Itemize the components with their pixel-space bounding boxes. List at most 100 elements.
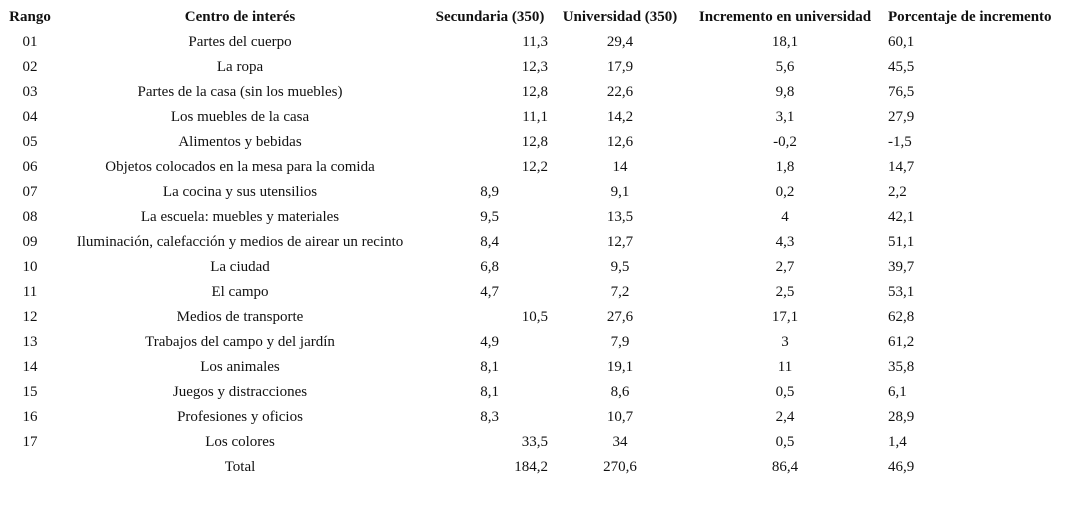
total-value: 46,9	[888, 459, 915, 475]
rank: 10	[22, 259, 38, 275]
university-value: 9,5	[610, 259, 630, 275]
percent-increase: 39,7	[888, 259, 915, 275]
secondary-value: 11,3	[522, 34, 548, 50]
interest-center: Alimentos y bebidas	[178, 134, 302, 150]
secondary-value: 8,9	[480, 184, 499, 200]
header-cell: Secundaria (350)	[435, 9, 545, 25]
university-value: 12,7	[606, 234, 634, 250]
percent-increase: 27,9	[888, 109, 915, 125]
interest-center: Profesiones y oficios	[177, 409, 303, 425]
university-value: 7,2	[610, 284, 630, 300]
secondary-value: 12,2	[521, 159, 548, 175]
total-value: 270,6	[603, 459, 637, 475]
percent-increase: 28,9	[888, 409, 915, 425]
rank: 02	[22, 59, 38, 75]
header-cell: Porcentaje de incremento	[888, 9, 1052, 25]
interest-center: Partes del cuerpo	[188, 34, 292, 50]
interest-center: Medios de transporte	[176, 309, 304, 325]
secondary-value: 4,9	[480, 334, 499, 350]
university-value: 27,6	[606, 309, 634, 325]
increase-value: 4	[781, 209, 789, 225]
percent-increase: 6,1	[888, 384, 907, 400]
secondary-value: 8,4	[480, 234, 499, 250]
percent-increase: 61,2	[888, 334, 915, 350]
rank: 07	[22, 184, 38, 200]
increase-value: 3,1	[775, 109, 795, 125]
university-value: 12,6	[606, 134, 634, 150]
university-value: 29,4	[606, 34, 634, 50]
percent-increase: 35,8	[888, 359, 915, 375]
secondary-value: 33,5	[521, 434, 548, 450]
percent-increase: 14,7	[888, 159, 915, 175]
increase-value: 9,8	[775, 84, 795, 100]
percent-increase: -1,5	[888, 134, 912, 150]
increase-value: 0,2	[775, 184, 795, 200]
header-cell: Universidad (350)	[562, 9, 678, 25]
percent-increase: 45,5	[888, 59, 915, 75]
rank: 03	[22, 84, 38, 100]
increase-value: 1,8	[775, 159, 795, 175]
header-cell: Incremento en universidad	[698, 9, 872, 25]
increase-value: 5,6	[775, 59, 795, 75]
percent-increase: 51,1	[888, 234, 915, 250]
increase-value: 2,4	[775, 409, 795, 425]
percent-increase: 53,1	[888, 284, 915, 300]
university-value: 22,6	[606, 84, 634, 100]
percent-increase: 76,5	[888, 84, 915, 100]
increase-value: 0,5	[775, 434, 795, 450]
increase-value: -0,2	[773, 134, 797, 150]
increase-value: 18,1	[771, 34, 799, 50]
university-value: 14,2	[606, 109, 634, 125]
increase-value: 17,1	[771, 309, 799, 325]
rank: 08	[22, 209, 38, 225]
rank: 01	[22, 34, 38, 50]
secondary-value: 8,3	[480, 409, 499, 425]
university-value: 7,9	[610, 334, 630, 350]
rank: 16	[22, 409, 38, 425]
rank: 05	[22, 134, 38, 150]
total-value: 86,4	[771, 459, 799, 475]
university-value: 34	[612, 434, 628, 450]
interest-center: Objetos colocados en la mesa para la com…	[105, 159, 375, 175]
secondary-value: 12,8	[521, 84, 548, 100]
rank: 06	[22, 159, 38, 175]
increase-value: 2,7	[775, 259, 795, 275]
increase-value: 11	[777, 359, 793, 375]
total-value: 184,2	[514, 459, 548, 475]
secondary-value: 12,3	[521, 59, 548, 75]
increase-value: 4,3	[775, 234, 795, 250]
university-value: 10,7	[606, 409, 634, 425]
header-cell: Rango	[9, 9, 51, 25]
header-cell: Centro de interés	[184, 9, 296, 25]
interest-center: Iluminación, calefacción y medios de air…	[76, 234, 404, 250]
interest-center: Juegos y distracciones	[172, 384, 308, 400]
secondary-value: 8,1	[480, 359, 499, 375]
increase-value: 2,5	[775, 284, 795, 300]
total-label: Total	[224, 459, 256, 475]
secondary-value: 4,7	[480, 284, 499, 300]
secondary-value: 10,5	[521, 309, 548, 325]
interest-center: Los muebles de la casa	[170, 109, 310, 125]
rank: 15	[22, 384, 38, 400]
percent-increase: 1,4	[888, 434, 907, 450]
rank: 09	[22, 234, 38, 250]
percent-increase: 2,2	[888, 184, 907, 200]
university-value: 17,9	[606, 59, 634, 75]
rank: 12	[22, 309, 38, 325]
interest-center: La ropa	[216, 59, 264, 75]
rank: 17	[22, 434, 38, 450]
university-value: 14	[612, 159, 628, 175]
university-value: 13,5	[606, 209, 634, 225]
percent-increase: 60,1	[888, 34, 915, 50]
university-value: 19,1	[606, 359, 634, 375]
rank: 11	[22, 284, 38, 300]
rank: 14	[22, 359, 38, 375]
rank: 13	[22, 334, 38, 350]
interest-center: La cocina y sus utensilios	[162, 184, 318, 200]
university-value: 8,6	[610, 384, 630, 400]
interest-center: Partes de la casa (sin los muebles)	[137, 84, 343, 100]
percent-increase: 62,8	[888, 309, 915, 325]
rank: 04	[22, 109, 38, 125]
university-value: 9,1	[610, 184, 630, 200]
secondary-value: 6,8	[480, 259, 499, 275]
